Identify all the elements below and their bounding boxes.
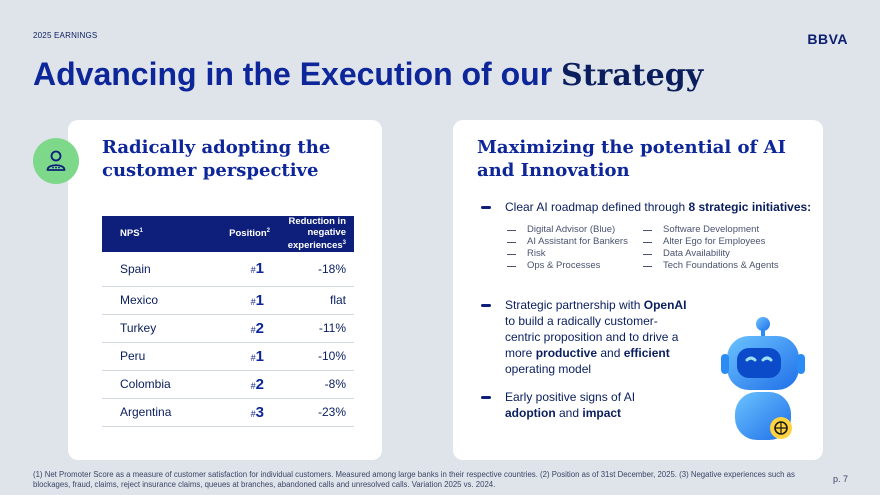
initiative-item: Ops & Processes	[505, 260, 641, 272]
position-cell: #2	[198, 370, 278, 399]
country-cell: Colombia	[102, 370, 198, 399]
section-eyebrow: 2025 EARNINGS	[33, 31, 98, 40]
initiatives-list: Digital Advisor (Blue) Software Developme…	[505, 224, 805, 272]
initiative-item: Alter Ego for Employees	[641, 236, 805, 248]
initiative-item: Digital Advisor (Blue)	[505, 224, 641, 236]
reduction-cell: -18%	[278, 252, 354, 287]
footnote: (1) Net Promoter Score as a measure of c…	[33, 470, 795, 489]
position-cell: #2	[198, 314, 278, 343]
country-cell: Mexico	[102, 286, 198, 315]
table-row: Mexico #1 flat	[102, 286, 354, 315]
position-cell: #1	[198, 286, 278, 315]
country-cell: Turkey	[102, 314, 198, 343]
initiative-item: Risk	[505, 248, 641, 260]
table-row: Colombia #2 -8%	[102, 370, 354, 399]
page-title: Advancing in the Execution of our Strate…	[33, 56, 703, 93]
page-number: p. 7	[832, 474, 848, 484]
customer-card-heading: Radically adopting the customer perspect…	[102, 137, 331, 181]
reduction-cell: -10%	[278, 342, 354, 371]
table-row: Peru #1 -10%	[102, 342, 354, 371]
user-icon	[46, 150, 66, 171]
reduction-cell: -11%	[278, 314, 354, 343]
bullet-openai: Strategic partnership with OpenAI to bui…	[481, 297, 693, 377]
openai-robot-icon	[721, 317, 805, 440]
reduction-cell: flat	[278, 286, 354, 315]
title-prefix: Advancing in the Execution of our	[33, 56, 562, 92]
customer-card: Radically adopting the customer perspect…	[68, 120, 382, 460]
table-row: Argentina #3 -23%	[102, 398, 354, 427]
country-cell: Spain	[102, 252, 198, 287]
position-cell: #1	[198, 252, 278, 287]
table-row: Spain #1 -18%	[102, 252, 354, 287]
reduction-cell: -8%	[278, 370, 354, 399]
header-nps: NPS1	[120, 228, 143, 240]
ai-card-heading: Maximizing the potential of AI and Innov…	[477, 137, 786, 181]
title-strong: Strategy	[561, 58, 704, 93]
nps-table-header: NPS1 Position2 Reduction in negative exp…	[102, 216, 354, 252]
bullet-adoption: Early positive signs of AI adoption and …	[481, 389, 681, 421]
initiative-item: Tech Foundations & Agents	[641, 260, 805, 272]
header-position: Position2	[229, 228, 270, 240]
customer-badge	[33, 138, 79, 184]
initiative-item: Software Development	[641, 224, 805, 236]
header-reduction: Reduction in negative experiences3	[287, 216, 346, 252]
position-cell: #3	[198, 398, 278, 427]
bullet-roadmap: Clear AI roadmap defined through 8 strat…	[481, 199, 821, 215]
bbva-logo: BBVA	[807, 31, 848, 47]
initiative-item: AI Assistant for Bankers	[505, 236, 641, 248]
country-cell: Peru	[102, 342, 198, 371]
initiative-item: Data Availability	[641, 248, 805, 260]
country-cell: Argentina	[102, 398, 198, 427]
reduction-cell: -23%	[278, 398, 354, 427]
ai-card: Maximizing the potential of AI and Innov…	[453, 120, 823, 460]
table-row: Turkey #2 -11%	[102, 314, 354, 343]
position-cell: #1	[198, 342, 278, 371]
nps-table: NPS1 Position2 Reduction in negative exp…	[102, 216, 354, 427]
